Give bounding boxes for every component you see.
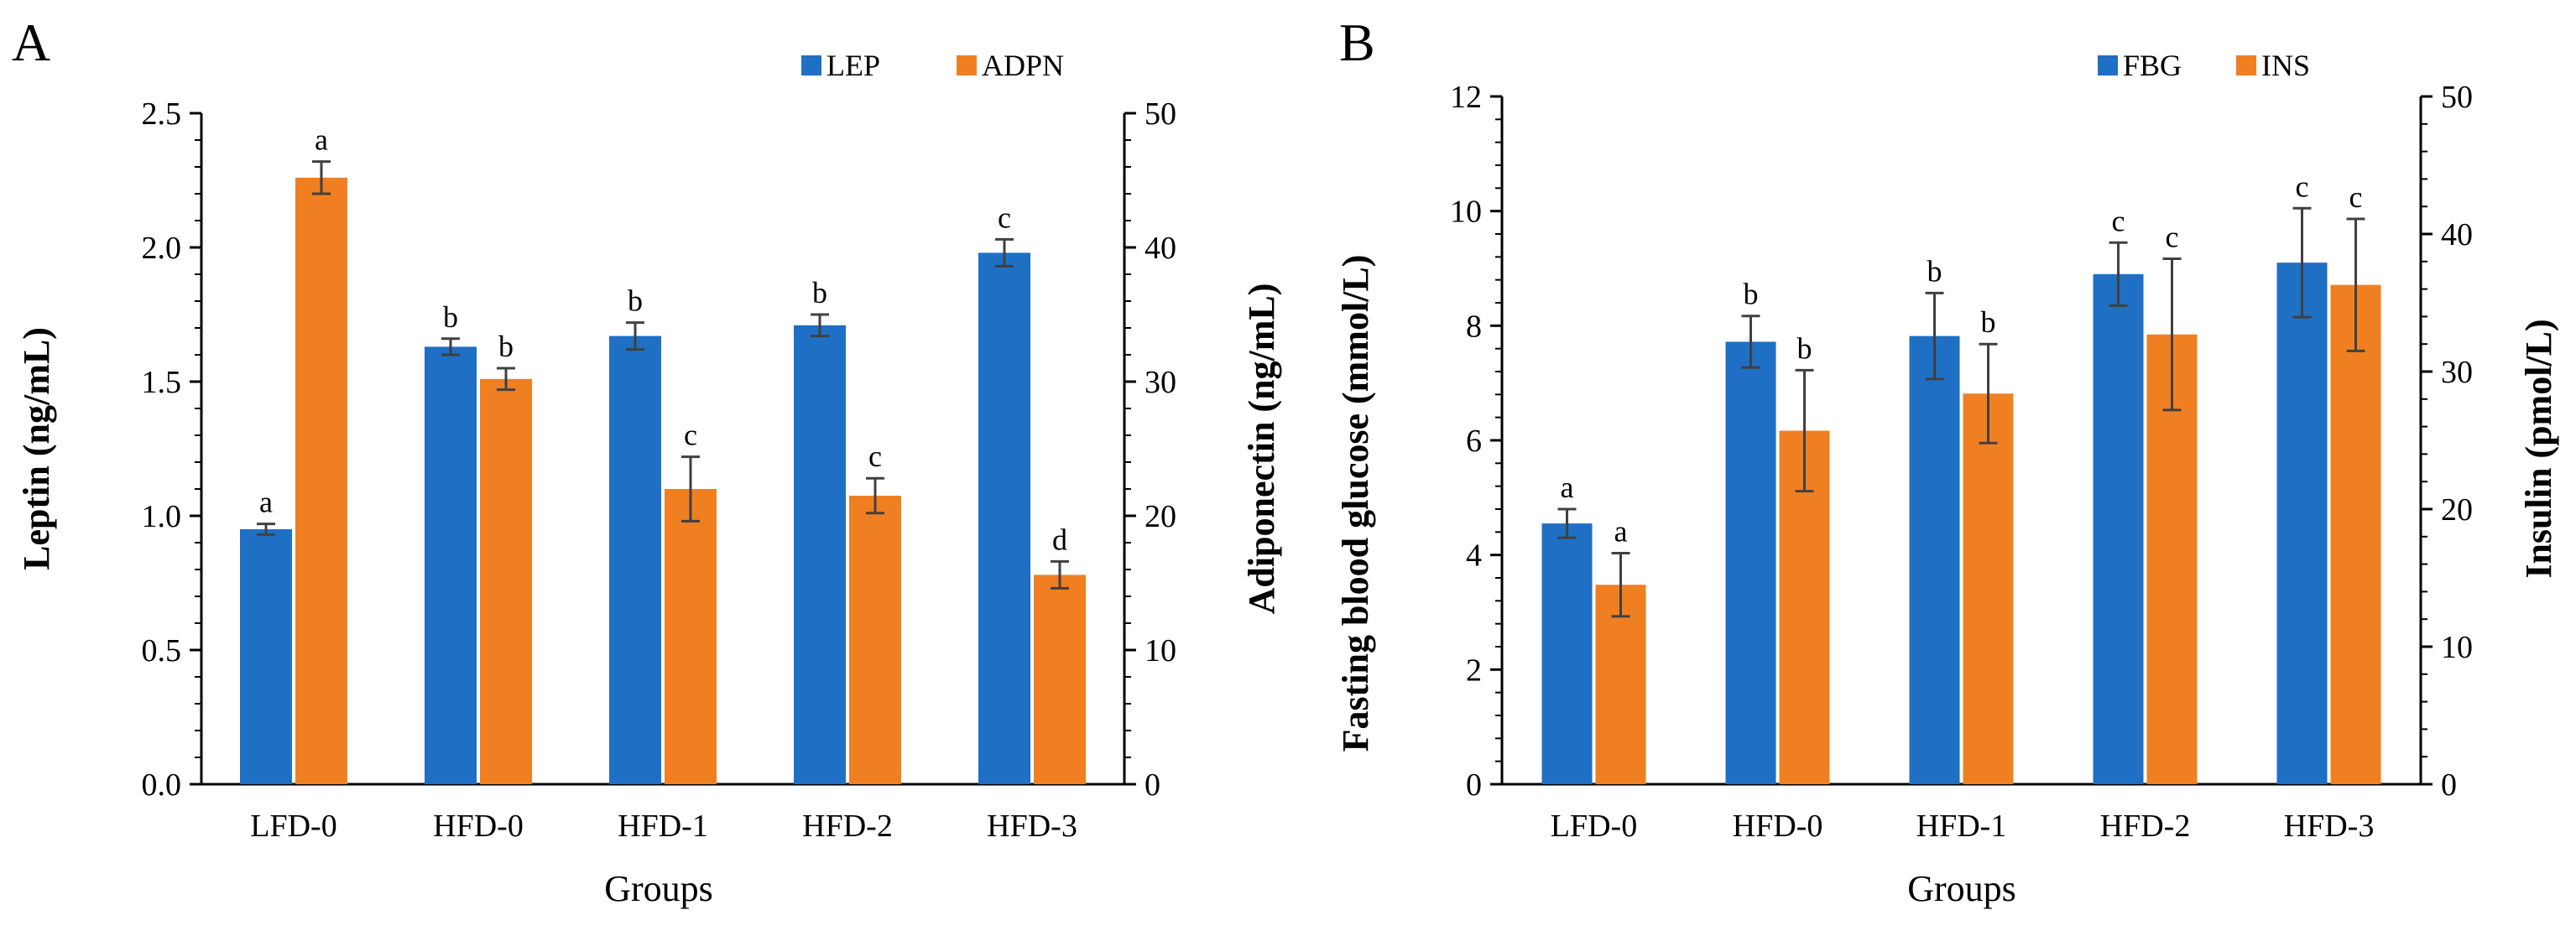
panel-b-significance-letter-ins: b	[1981, 305, 1996, 339]
panel-a-left-tick-label: 1.0	[142, 499, 182, 534]
panel-a-bar-lep	[240, 529, 292, 784]
panel-a-significance-letter-lep: b	[812, 276, 827, 309]
panel-b-legend-swatch-fbg	[2098, 55, 2118, 75]
panel-a-bar-lep	[978, 252, 1030, 784]
panel-b-significance-letter-ins: c	[2349, 180, 2363, 214]
panel-b-left-tick-label: 6	[1466, 424, 1482, 459]
panel-a-significance-letter-adpn: d	[1052, 523, 1067, 556]
panel-b-bar-ins	[1963, 393, 2014, 784]
panel-a-right-tick-label: 10	[1145, 633, 1176, 668]
panel-a-right-tick-label: 0	[1145, 767, 1160, 803]
panel-a-left-axis-title: Leptin (ng/mL)	[16, 327, 57, 570]
panel-b: B Fasting blood glucose (mmol/L) Insulin…	[1335, 13, 2559, 909]
panel-a-significance-letter-lep: a	[259, 486, 273, 519]
panel-b-right-tick-label: 10	[2441, 630, 2473, 665]
panel-b-legend-label-ins: INS	[2261, 49, 2310, 82]
panel-b-category-label: HFD-1	[1916, 809, 2007, 844]
panel-a-bar-lep	[609, 335, 661, 785]
panel-b-significance-letter-ins: c	[2166, 221, 2179, 254]
panel-a-significance-letter-adpn: a	[315, 123, 328, 157]
panel-b-bars: a a b b b b c c c c	[1541, 169, 2381, 785]
panel-b-significance-letter-ins: a	[1614, 514, 1628, 548]
panel-b-significance-letter-fbg: b	[1744, 278, 1759, 311]
panel-a-category-label: HFD-2	[802, 809, 893, 844]
panel-a-left-tick-label: 0.5	[142, 633, 182, 668]
panel-a-bar-adpn	[295, 177, 347, 785]
panel-b-x-axis-title: Groups	[1907, 868, 2016, 909]
panel-a-significance-letter-adpn: c	[684, 419, 697, 452]
panel-b-category-label: LFD-0	[1551, 809, 1637, 844]
panel-b-left-tick-label: 4	[1466, 538, 1482, 574]
panel-a-left-tick-label: 1.5	[142, 365, 182, 400]
panel-b-right-tick-label: 0	[2441, 767, 2457, 803]
panel-b-right-tick-label: 50	[2441, 80, 2473, 115]
panel-b-legend: FBG INS	[2098, 49, 2310, 82]
panel-a-left-tick-label: 2.5	[142, 96, 182, 132]
panel-a-bar-lep	[794, 325, 846, 784]
panel-b-left-tick-label: 0	[1466, 767, 1482, 803]
panel-a-right-tick-label: 40	[1145, 231, 1176, 266]
panel-a-significance-letter-lep: c	[998, 200, 1011, 234]
panel-b-significance-letter-fbg: a	[1561, 471, 1574, 504]
panel-b-right-axis-title: Insulin (pmol/L)	[2518, 319, 2559, 578]
panel-a-bar-adpn	[849, 496, 901, 784]
panel-a-category-label: HFD-3	[987, 809, 1077, 844]
panel-b-category-label: HFD-2	[2100, 809, 2191, 844]
panel-b-category-label: HFD-3	[2284, 809, 2375, 844]
panel-a-bars: a a b b b c b c c d	[240, 123, 1086, 785]
panel-b-significance-letter-fbg: c	[2112, 204, 2125, 237]
panel-b-label: B	[1339, 13, 1375, 72]
panel-a-left-tick-label: 2.0	[142, 231, 182, 266]
panel-b-right-tick-label: 30	[2441, 355, 2473, 390]
panel-b-bar-fbg	[2276, 263, 2328, 785]
panel-b-significance-letter-ins: b	[1797, 331, 1812, 365]
panel-b-bar-fbg	[1909, 335, 1960, 785]
panel-a-bar-adpn	[1034, 575, 1086, 784]
panel-a-significance-letter-adpn: c	[868, 439, 882, 473]
panel-b-bar-ins	[2330, 284, 2381, 784]
panel-a-right-axis-title: Adiponectin (ng/mL)	[1241, 283, 1282, 615]
panel-a-right-tick-label: 20	[1145, 499, 1176, 534]
panel-b-left-tick-label: 12	[1450, 80, 1482, 115]
panel-a-legend: LEP ADPN	[801, 49, 1064, 82]
panel-b-left-tick-label: 8	[1466, 309, 1482, 344]
panel-a-right-tick-label: 30	[1145, 365, 1176, 400]
panel-b-bar-ins	[1595, 585, 1646, 784]
panel-a-axes: 0.0 0.5 1.0 1.5 2.0 2.5 0 10 20 30 40 50 LFD-0 HFD-0 H…	[142, 96, 1177, 844]
panel-a-left-tick-label: 0.0	[142, 767, 182, 803]
panel-a-significance-letter-lep: b	[443, 300, 458, 334]
panel-b-bar-fbg	[2093, 273, 2144, 784]
panel-a-significance-letter-adpn: b	[498, 330, 514, 363]
panel-a-category-label: LFD-0	[250, 809, 336, 844]
panel-b-left-axis-title: Fasting blood glucose (mmol/L)	[1335, 255, 1376, 752]
panel-a-label: A	[12, 13, 50, 72]
panel-b-significance-letter-fbg: c	[2296, 169, 2309, 203]
panel-b-category-label: HFD-0	[1733, 809, 1823, 844]
panel-a-significance-letter-lep: b	[628, 284, 643, 318]
panel-a-legend-swatch-lep	[801, 55, 821, 75]
panel-b-legend-label-fbg: FBG	[2123, 49, 2182, 82]
panel-a-bar-adpn	[480, 378, 532, 784]
panel-a-right-tick-label: 50	[1145, 96, 1176, 132]
panel-a-legend-swatch-adpn	[957, 55, 977, 75]
panel-b-significance-letter-fbg: b	[1927, 254, 1942, 288]
panel-b-left-tick-label: 10	[1450, 195, 1482, 230]
panel-a-bar-lep	[425, 346, 477, 784]
panel-a-legend-label-lep: LEP	[827, 49, 880, 82]
panel-a-category-label: HFD-1	[618, 809, 708, 844]
panel-b-axes: 0 2 4 6 8 10 12 0 10 20 30 40 50 LFD-0 HFD-0 HFD-1 HFD-2…	[1450, 80, 2473, 844]
panel-a: A Leptin (ng/mL) Adiponectin (ng/mL) Gro…	[12, 13, 1282, 909]
panel-b-bar-fbg	[1725, 341, 1776, 784]
panel-b-left-tick-label: 2	[1466, 653, 1482, 688]
panel-a-category-label: HFD-0	[433, 809, 524, 844]
panel-b-right-tick-label: 20	[2441, 492, 2473, 528]
panel-b-right-tick-label: 40	[2441, 217, 2473, 252]
panel-a-legend-label-adpn: ADPN	[982, 49, 1064, 82]
panel-a-x-axis-title: Groups	[604, 868, 713, 909]
panel-b-legend-swatch-ins	[2236, 55, 2256, 75]
panel-b-bar-fbg	[1541, 523, 1593, 784]
panel-a-bar-adpn	[665, 489, 717, 784]
